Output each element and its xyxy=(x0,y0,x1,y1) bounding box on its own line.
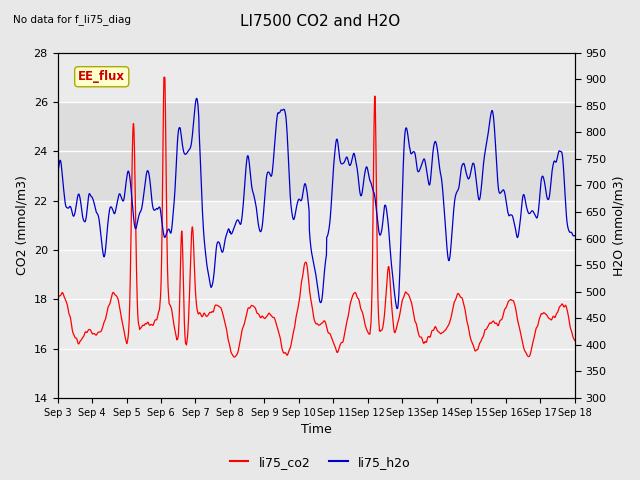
X-axis label: Time: Time xyxy=(301,423,332,436)
Text: LI7500 CO2 and H2O: LI7500 CO2 and H2O xyxy=(240,14,400,29)
Y-axis label: CO2 (mmol/m3): CO2 (mmol/m3) xyxy=(15,175,28,275)
Text: No data for f_li75_diag: No data for f_li75_diag xyxy=(13,14,131,25)
Y-axis label: H2O (mmol/m3): H2O (mmol/m3) xyxy=(612,175,625,276)
Text: EE_flux: EE_flux xyxy=(78,70,125,83)
Bar xyxy=(58,102,575,201)
Legend: li75_co2, li75_h2o: li75_co2, li75_h2o xyxy=(225,451,415,474)
